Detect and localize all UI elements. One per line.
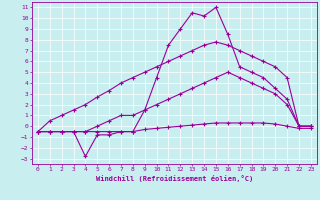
X-axis label: Windchill (Refroidissement éolien,°C): Windchill (Refroidissement éolien,°C) xyxy=(96,175,253,182)
